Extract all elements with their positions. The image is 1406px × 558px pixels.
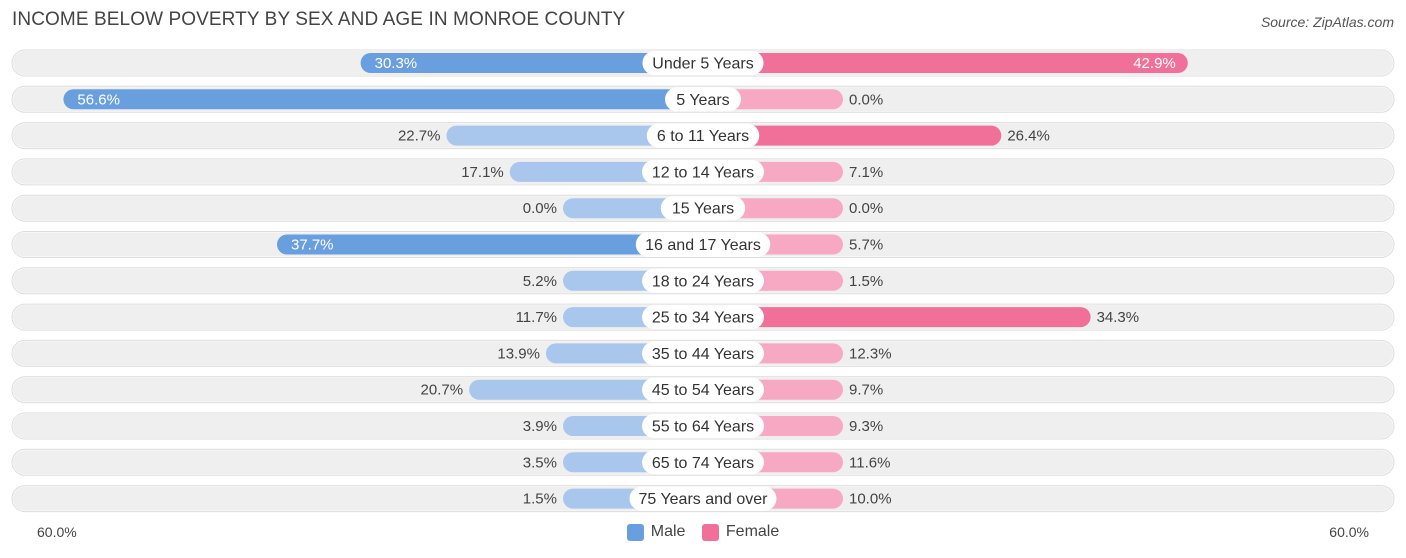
male-value-label: 11.7%: [516, 309, 557, 326]
category-pill: [642, 305, 764, 330]
category-label: 35 to 44 Years: [652, 346, 754, 363]
category-pill: [642, 414, 764, 438]
category-pill: [629, 486, 777, 511]
category-pill: [642, 341, 764, 366]
category-pill: [642, 450, 764, 475]
male-value-label: 5.2%: [523, 273, 557, 290]
male-bar: [360, 53, 703, 73]
category-label: 55 to 64 Years: [652, 419, 754, 436]
legend-label-male: Male: [650, 523, 686, 540]
category-pill: [635, 232, 771, 257]
legend-swatch-female: [701, 523, 719, 541]
category-label: 45 to 54 Years: [652, 382, 754, 399]
category-label: 25 to 34 Years: [652, 310, 754, 327]
category-label: 15 Years: [672, 201, 734, 218]
female-bar: [703, 53, 1188, 73]
category-pill: [664, 87, 742, 112]
female-value-label: 34.3%: [1097, 309, 1140, 326]
category-label: 18 to 24 Years: [652, 273, 754, 290]
male-value-label: 22.7%: [398, 128, 441, 145]
category-label: 6 to 11 Years: [657, 128, 749, 145]
female-value-label: 9.7%: [849, 382, 883, 399]
female-value-label: 10.0%: [849, 491, 892, 508]
male-value-label: 0.0%: [523, 200, 557, 217]
female-value-label: 0.0%: [849, 200, 883, 217]
legend: Male Female: [0, 523, 1406, 546]
female-value-label: 12.3%: [849, 345, 892, 362]
male-value-label: 3.5%: [523, 454, 557, 471]
category-pill: [646, 123, 760, 148]
category-label: 5 Years: [676, 92, 729, 109]
female-value-label: 7.1%: [849, 164, 883, 181]
female-value-label: 5.7%: [849, 237, 883, 254]
female-value-label: 42.9%: [1133, 55, 1176, 72]
male-value-label: 3.9%: [523, 418, 557, 435]
axis-label-left: 60.0%: [37, 524, 77, 540]
male-value-label: 30.3%: [375, 55, 418, 72]
female-value-label: 11.6%: [849, 454, 890, 471]
male-value-label: 1.5%: [523, 491, 557, 508]
category-pill: [660, 196, 746, 221]
female-value-label: 0.0%: [849, 91, 883, 108]
category-label: 16 and 17 Years: [645, 237, 761, 254]
category-pill: [642, 51, 764, 75]
male-value-label: 37.7%: [291, 237, 334, 254]
male-value-label: 13.9%: [497, 345, 540, 362]
female-bar: [703, 125, 1002, 146]
male-value-label: 20.7%: [421, 382, 464, 399]
category-pill: [642, 159, 764, 184]
category-label: 12 to 14 Years: [652, 164, 754, 181]
female-value-label: 26.4%: [1007, 128, 1050, 145]
chart-title: INCOME BELOW POVERTY BY SEX AND AGE IN M…: [12, 9, 626, 30]
category-pill: [642, 377, 764, 402]
female-value-label: 1.5%: [849, 273, 883, 290]
legend-swatch-male: [626, 523, 644, 541]
source-note: Source: ZipAtlas.com: [1260, 14, 1394, 30]
male-bar: [276, 234, 703, 255]
male-bar: [446, 125, 703, 146]
male-bar: [63, 89, 704, 110]
legend-item-male[interactable]: Male: [626, 523, 686, 541]
category-label: Under 5 Years: [652, 56, 753, 73]
male-value-label: 56.6%: [77, 91, 120, 108]
category-pill: [642, 268, 764, 293]
axis-label-right: 60.0%: [1329, 524, 1369, 540]
female-bar: [703, 307, 1091, 328]
category-label: 65 to 74 Years: [652, 455, 754, 472]
male-value-label: 17.1%: [461, 164, 504, 181]
category-label: 75 Years and over: [639, 491, 769, 508]
legend-label-female: Female: [725, 523, 780, 540]
chart-canvas: Under 5 Years 30.3% 42.9% 5 Years 56.6% 0.0% 6…: [11, 49, 1395, 513]
female-value-label: 9.3%: [849, 418, 883, 435]
legend-item-female[interactable]: Female: [701, 523, 780, 541]
